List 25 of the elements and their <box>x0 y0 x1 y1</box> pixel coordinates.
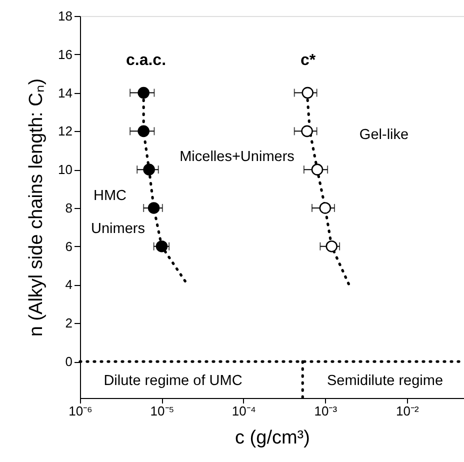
y-tick-label: 18 <box>58 8 72 24</box>
annotation: Unimers <box>91 221 145 237</box>
x-axis-title: c (g/cm³) <box>235 428 310 448</box>
annotation: c* <box>300 52 316 69</box>
annotation: c.a.c. <box>126 52 166 69</box>
y-tick-label: 2 <box>65 316 72 331</box>
y-tick-label: 0 <box>65 354 72 370</box>
x-tick-label: 10⁻⁶ <box>68 404 92 418</box>
annotation: Micelles+Unimers <box>180 149 294 165</box>
y-tick-label: 8 <box>65 200 72 216</box>
y-tick-label: 4 <box>65 277 72 292</box>
x-tick-label: 10⁻⁴ <box>232 404 256 418</box>
x-tick-label: 10⁻⁵ <box>150 404 174 418</box>
y-tick-label: 14 <box>58 85 72 100</box>
y-tick-label: 10 <box>58 162 72 178</box>
annotation: Semidilute regime <box>326 373 444 389</box>
annotation: HMC <box>93 188 127 204</box>
annotation: Dilute regime of UMC <box>104 373 242 389</box>
y-tick-label: 12 <box>58 124 72 139</box>
y-axis-title: n (Alkyl side chains length: Cₙ) <box>26 78 48 337</box>
x-tick-label: 10⁻³ <box>314 404 338 418</box>
x-tick-label: 10⁻² <box>396 404 420 418</box>
annotation: Gel-like <box>359 127 409 143</box>
y-tick-label: 6 <box>65 238 72 254</box>
y-tick-label: 16 <box>58 46 72 62</box>
